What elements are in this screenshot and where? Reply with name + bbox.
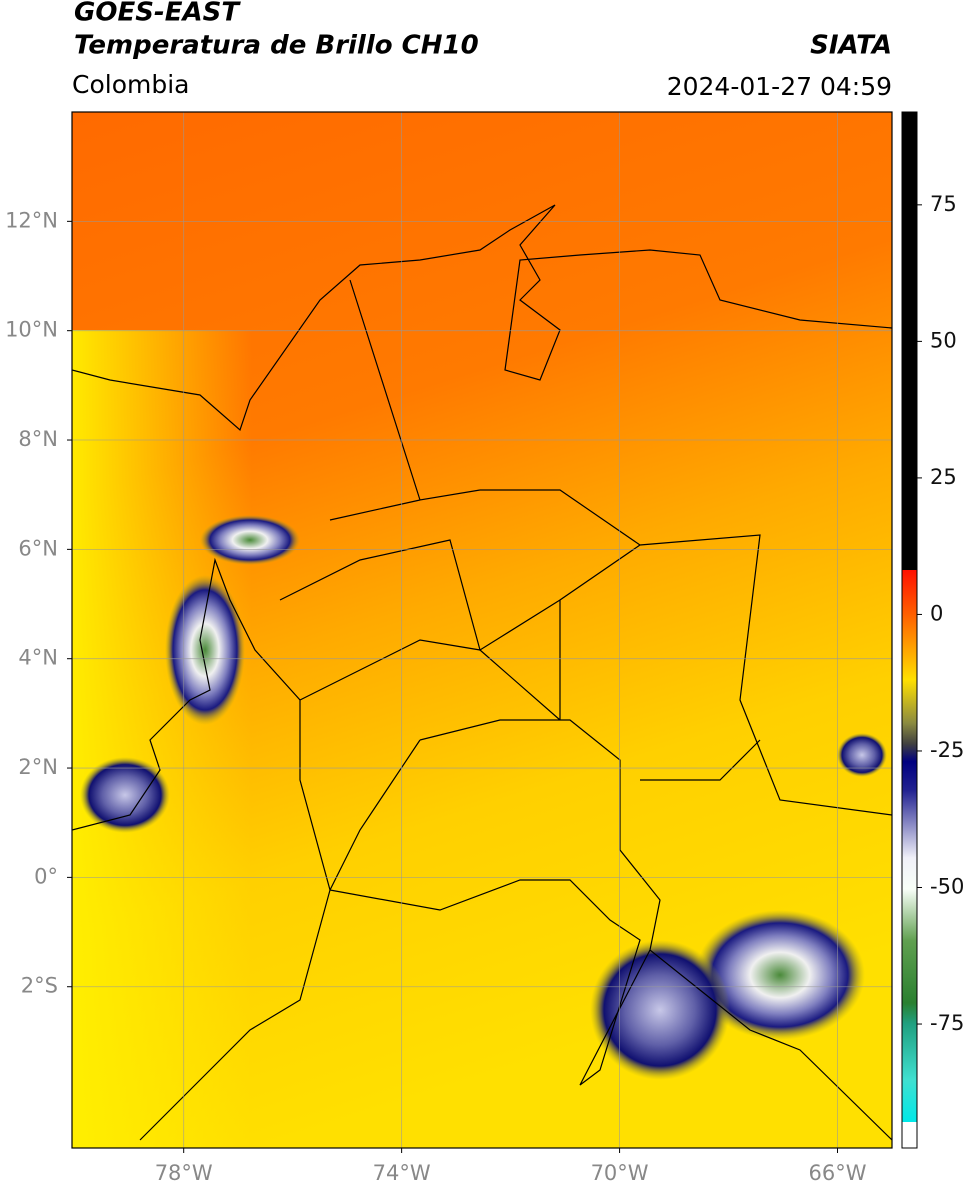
y-tick-label: 6°N	[18, 536, 58, 560]
colorbar-tick-label: 0	[930, 601, 943, 625]
cloud	[200, 515, 300, 565]
y-tick-label: 0°	[34, 864, 58, 888]
region: Colombia	[72, 70, 189, 99]
y-tick-label: 8°N	[18, 427, 58, 451]
y-tick-label: 10°N	[5, 318, 58, 342]
x-tick-label: 78°W	[155, 1161, 213, 1185]
colorbar-tick-label: -25	[930, 738, 964, 762]
datetime: 2024-01-27 04:59	[667, 72, 892, 101]
colorbar-tick-label: 75	[930, 192, 957, 216]
colorbar-tick-label: 50	[930, 328, 957, 352]
title: Temperatura de Brillo CH10	[74, 31, 479, 61]
colorbar-tick-label: -75	[930, 1011, 964, 1035]
source: SIATA	[810, 31, 892, 61]
y-tick-label: 4°N	[18, 646, 58, 670]
x-tick-label: 74°W	[373, 1161, 431, 1185]
colorbar-tick-label: -50	[930, 874, 964, 898]
x-tick-label: 70°W	[591, 1161, 649, 1185]
cloud	[837, 733, 887, 777]
y-tick-label: 2°S	[21, 974, 58, 998]
colorbar-tick-label: 25	[930, 465, 957, 489]
y-tick-label: 2°N	[18, 755, 58, 779]
map-frame	[71, 111, 893, 1149]
title: GOES-EAST	[74, 0, 241, 28]
cloud	[695, 910, 865, 1040]
map	[72, 112, 892, 1148]
x-tick-label: 66°W	[809, 1161, 867, 1185]
colorbar	[901, 111, 918, 1149]
map-shade	[72, 330, 252, 1148]
cloud	[590, 940, 730, 1080]
cloud	[165, 575, 245, 725]
borders	[72, 204, 892, 1141]
cloud	[80, 757, 170, 833]
y-tick-label: 12°N	[5, 208, 58, 232]
